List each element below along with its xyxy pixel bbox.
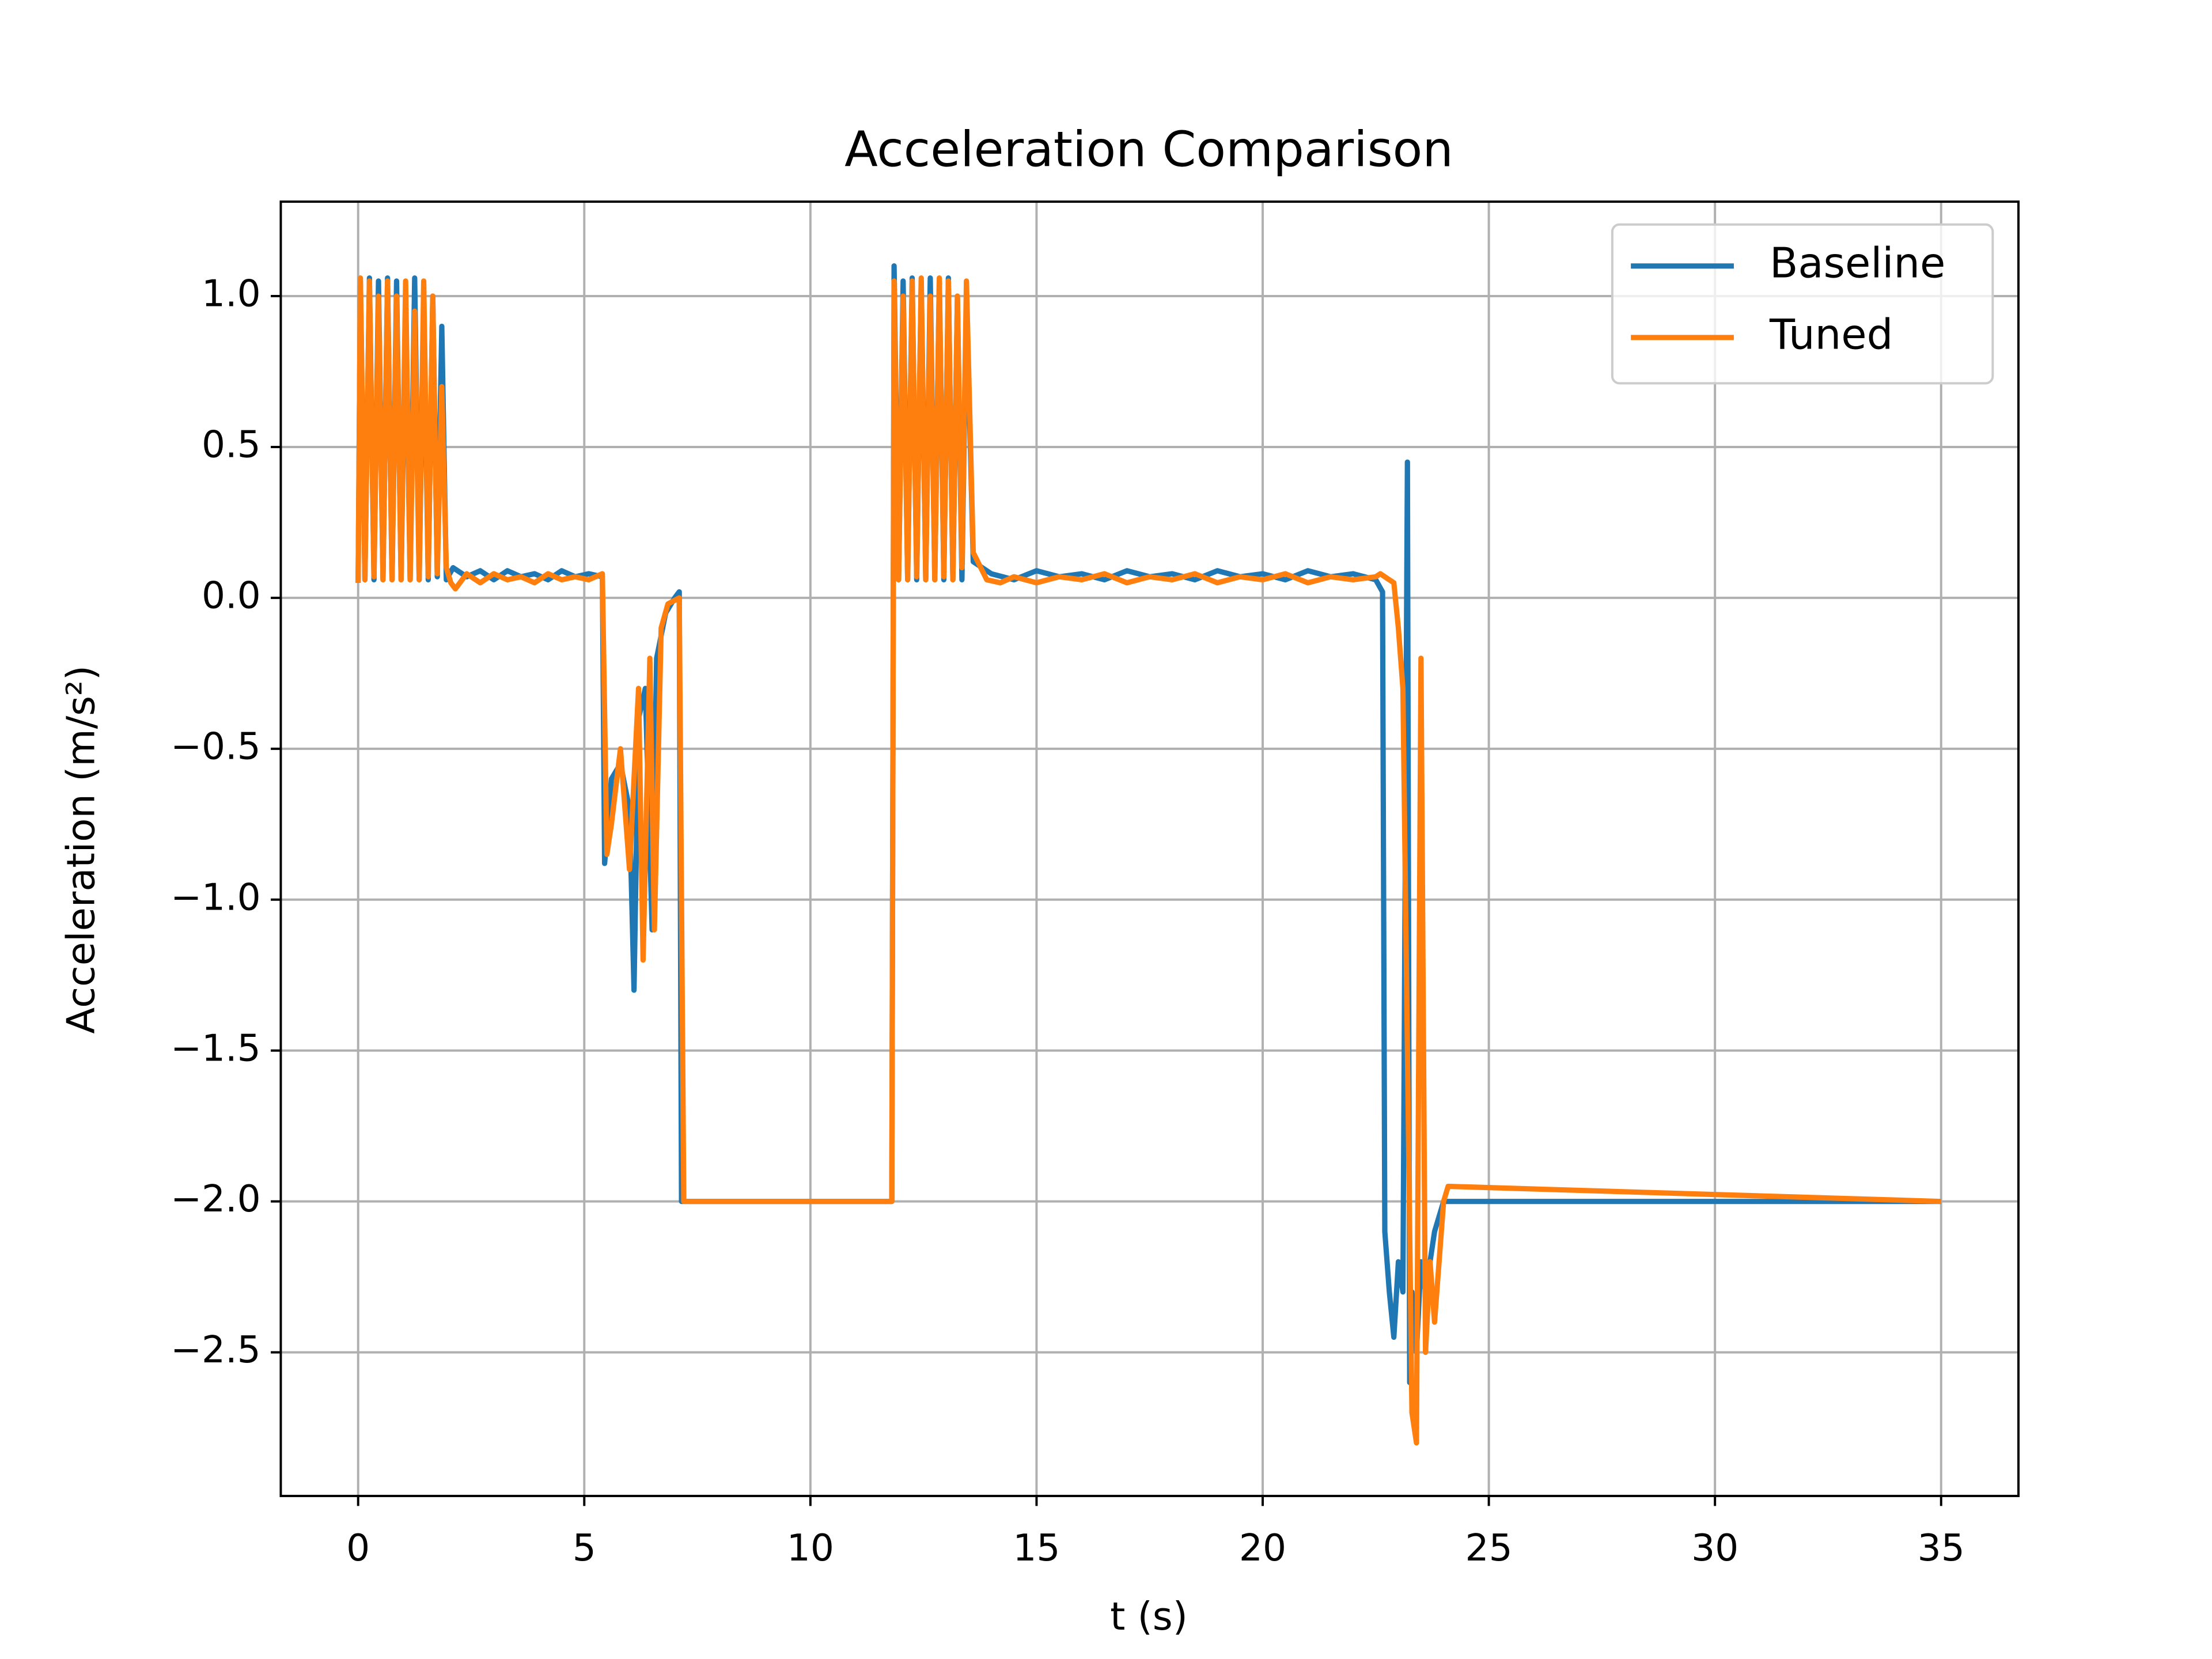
plot-frame bbox=[279, 200, 2020, 1497]
legend-label: Baseline bbox=[1770, 238, 1945, 287]
y-axis-label: Acceleration (m/s²) bbox=[58, 665, 103, 1034]
x-tick-label: 0 bbox=[346, 1527, 370, 1570]
chart-title: Acceleration Comparison bbox=[844, 122, 1453, 178]
y-tick-label: 0.0 bbox=[202, 574, 261, 617]
data-line bbox=[355, 275, 1941, 1446]
legend-label: Tuned bbox=[1769, 310, 1893, 358]
plot-lines bbox=[355, 263, 1941, 1446]
x-tick-label: 30 bbox=[1691, 1527, 1738, 1570]
y-tick-label: −0.5 bbox=[171, 725, 261, 768]
x-tick-label: 15 bbox=[1013, 1527, 1060, 1570]
x-tick-label: 25 bbox=[1465, 1527, 1513, 1570]
y-tick-label: 1.0 bbox=[202, 272, 261, 316]
y-tick-label: 0.5 bbox=[202, 423, 261, 467]
x-tick-label: 35 bbox=[1918, 1527, 1965, 1570]
y-tick-label: −2.5 bbox=[171, 1328, 261, 1372]
x-axis-label: t (s) bbox=[1110, 1594, 1188, 1639]
y-tick-label: −1.5 bbox=[171, 1027, 261, 1070]
y-tick-label: −1.0 bbox=[171, 876, 261, 919]
y-tick-label: −2.0 bbox=[171, 1177, 261, 1221]
x-tick-label: 5 bbox=[573, 1527, 596, 1570]
x-tick-label: 20 bbox=[1239, 1527, 1286, 1570]
legend: Baseline Tuned bbox=[1611, 223, 1994, 385]
x-tick-label: 10 bbox=[787, 1527, 834, 1570]
